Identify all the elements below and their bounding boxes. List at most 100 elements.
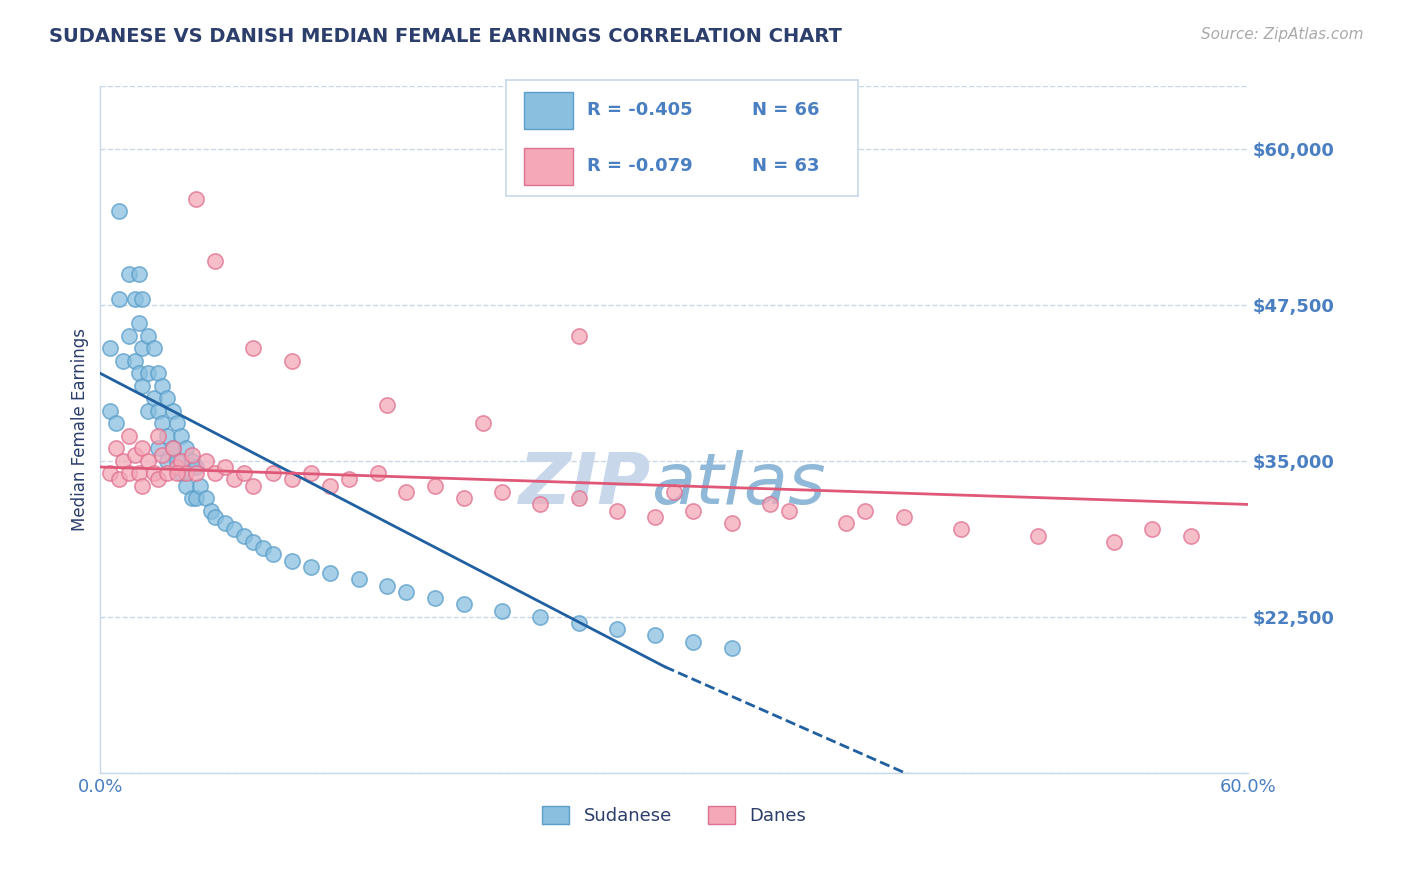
Point <box>835 516 858 530</box>
Point <box>162 442 184 456</box>
Point <box>529 498 551 512</box>
Point <box>893 509 915 524</box>
Point <box>156 429 179 443</box>
Point <box>204 254 226 268</box>
Point <box>367 467 389 481</box>
Point <box>108 473 131 487</box>
Point <box>1142 522 1164 536</box>
Point <box>950 522 973 536</box>
Point <box>567 491 589 506</box>
Point <box>142 342 165 356</box>
Point <box>142 467 165 481</box>
Point <box>98 467 121 481</box>
Point <box>423 479 446 493</box>
Point <box>664 485 686 500</box>
Point <box>1026 528 1049 542</box>
Point <box>778 503 800 517</box>
Point <box>184 491 207 506</box>
Point <box>720 516 742 530</box>
Text: N = 63: N = 63 <box>752 157 820 175</box>
Point <box>104 417 127 431</box>
Point <box>104 442 127 456</box>
Point <box>204 467 226 481</box>
Text: atlas: atlas <box>651 450 825 519</box>
Point <box>170 467 193 481</box>
Text: R = -0.079: R = -0.079 <box>588 157 693 175</box>
Legend: Sudanese, Danes: Sudanese, Danes <box>534 798 814 832</box>
Point <box>98 404 121 418</box>
Point <box>194 454 217 468</box>
Bar <box>524 147 574 185</box>
Point <box>162 404 184 418</box>
Point <box>280 553 302 567</box>
Point <box>682 503 704 517</box>
Text: Source: ZipAtlas.com: Source: ZipAtlas.com <box>1201 27 1364 42</box>
Point <box>156 392 179 406</box>
Point <box>176 442 198 456</box>
Point <box>128 317 150 331</box>
Point <box>280 354 302 368</box>
Point <box>136 404 159 418</box>
Point <box>156 454 179 468</box>
Point <box>162 442 184 456</box>
Point <box>131 379 153 393</box>
Point <box>720 640 742 655</box>
Point <box>118 329 141 343</box>
Point <box>1180 528 1202 542</box>
Point <box>188 479 211 493</box>
Point <box>855 503 877 517</box>
Point <box>280 473 302 487</box>
Point <box>166 417 188 431</box>
Point <box>606 503 628 517</box>
Point <box>319 479 342 493</box>
Point <box>108 292 131 306</box>
Point <box>136 454 159 468</box>
Point <box>214 460 236 475</box>
Point <box>375 398 398 412</box>
Point <box>375 578 398 592</box>
Point <box>184 192 207 206</box>
Point <box>682 634 704 648</box>
Point <box>150 448 173 462</box>
Point <box>529 609 551 624</box>
Point <box>156 467 179 481</box>
Point <box>644 509 666 524</box>
Point <box>184 460 207 475</box>
Point <box>491 603 513 617</box>
Point <box>299 467 322 481</box>
Point <box>319 566 342 580</box>
Point <box>423 591 446 605</box>
Y-axis label: Median Female Earnings: Median Female Earnings <box>72 328 89 531</box>
Point <box>1102 534 1125 549</box>
Point <box>606 622 628 636</box>
Point <box>453 491 475 506</box>
Point <box>124 354 146 368</box>
Point <box>299 559 322 574</box>
Point <box>242 342 264 356</box>
Point <box>232 528 254 542</box>
Point <box>214 516 236 530</box>
Point <box>194 491 217 506</box>
Point <box>184 467 207 481</box>
Point <box>176 479 198 493</box>
Point <box>567 615 589 630</box>
Point <box>112 454 135 468</box>
Point <box>131 342 153 356</box>
Point <box>118 267 141 281</box>
Point <box>146 429 169 443</box>
Point <box>146 367 169 381</box>
Point <box>118 429 141 443</box>
Point <box>124 448 146 462</box>
Point <box>181 448 204 462</box>
Text: SUDANESE VS DANISH MEDIAN FEMALE EARNINGS CORRELATION CHART: SUDANESE VS DANISH MEDIAN FEMALE EARNING… <box>49 27 842 45</box>
Point <box>98 342 121 356</box>
Point <box>453 597 475 611</box>
Point <box>242 534 264 549</box>
Point <box>491 485 513 500</box>
Text: R = -0.405: R = -0.405 <box>588 102 693 120</box>
Point <box>395 584 418 599</box>
Point <box>242 479 264 493</box>
Point <box>166 467 188 481</box>
Point <box>347 572 370 586</box>
Point <box>200 503 222 517</box>
